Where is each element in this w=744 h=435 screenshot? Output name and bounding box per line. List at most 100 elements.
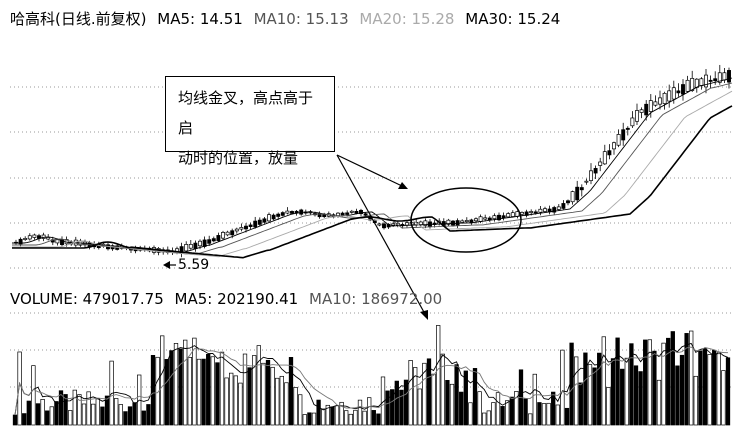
annotation-line-1: 均线金叉，高点高于启 [178,89,314,137]
volume-bar [173,343,179,426]
volume-bar [307,412,312,426]
volume-bar [302,414,307,426]
candle-body [234,228,239,232]
candle-body [23,238,28,240]
candle-body [616,134,621,146]
volume-bar [597,352,602,426]
volume-bar [132,402,137,426]
candle-body [221,232,225,239]
candle-body [621,129,626,141]
volume-bar [390,389,395,426]
volume-bar [472,368,478,426]
volume-bar [164,359,169,426]
candle-body [207,239,212,244]
volume-bar [68,410,73,426]
candle-body [552,207,557,213]
volume-bar [689,330,694,426]
volume-ma5-label: MA5: 202190.41 [174,290,299,308]
volume-bar [54,401,59,426]
volume-bar [58,390,64,426]
volume-bar [385,390,390,426]
volume-bar [31,365,36,426]
highlight-ellipse [410,187,522,253]
volume-bar [242,353,248,426]
volume-bar [284,382,289,426]
volume-bar [330,406,335,426]
volume-bar [574,356,579,426]
volume-bar [357,399,363,426]
candle-body [635,110,639,122]
volume-bar [45,410,50,426]
arrow-head-2 [420,310,428,320]
candle-body [543,208,547,212]
candle-body [584,180,589,183]
volume-bar [528,413,533,426]
candle-body [538,208,543,213]
volume-bar [224,377,229,426]
ma10-line [12,82,733,256]
volume-bar [698,350,703,426]
candle-body [184,244,189,252]
candle-body [60,239,64,245]
candle-body [32,234,37,238]
volume-bar [35,403,41,426]
candle-body [727,70,731,83]
volume-bar [123,411,128,426]
volume-bar [555,404,560,426]
volume-bar [141,410,146,426]
volume-bar [95,398,100,426]
volume-bar [187,357,192,426]
volume-bar [647,339,652,426]
volume-bar [721,370,726,426]
volume-bar [436,325,441,426]
volume-bar [81,403,87,426]
ma20-label: MA20: 15.28 [359,10,455,28]
volume-bar [22,413,27,426]
volume-bar [633,365,639,426]
ma-lines [12,77,733,259]
volume-bar [463,370,468,426]
candle-body [667,90,672,102]
candle-body [492,215,497,220]
volume-bar [491,402,496,426]
volume-bar [362,410,367,426]
volume-bar [505,400,510,426]
candle-body [267,214,271,222]
volume-bar [670,331,675,426]
volume-bar [431,373,436,426]
volume-bar [583,352,588,426]
candle-body [405,222,409,226]
candle-body [336,212,340,216]
volume-bar [298,394,303,426]
candle-body [483,217,488,220]
candle-body [359,209,363,215]
volume-bar [477,391,482,426]
volume-bar [183,339,188,426]
volume-bar [229,372,234,426]
volume-bar [344,410,349,426]
volume-bar [210,356,215,426]
candle-body [515,211,520,217]
volume-bar [468,402,473,426]
volume-bar [146,404,151,426]
candle-body [262,218,267,223]
volume-bar [716,353,721,426]
volume-bar [118,404,123,426]
volume-bar [656,379,662,426]
candle-body [216,235,221,241]
candle-body [681,84,685,95]
candle-body [290,211,294,214]
low-price-label: 5.59 [178,257,210,273]
volume-bar [104,395,110,426]
candle-body [280,212,285,216]
candle-body [644,103,649,116]
low-arrow-head [163,261,170,269]
candle-body [446,219,451,225]
candle-body [630,117,635,127]
volume-bar [399,389,404,426]
volume-bar [169,350,174,426]
volume-bar [219,351,225,426]
candle-body [363,213,368,216]
volume-bar [155,356,160,426]
annotation-line-2: 动时的位置，放量 [178,149,299,167]
